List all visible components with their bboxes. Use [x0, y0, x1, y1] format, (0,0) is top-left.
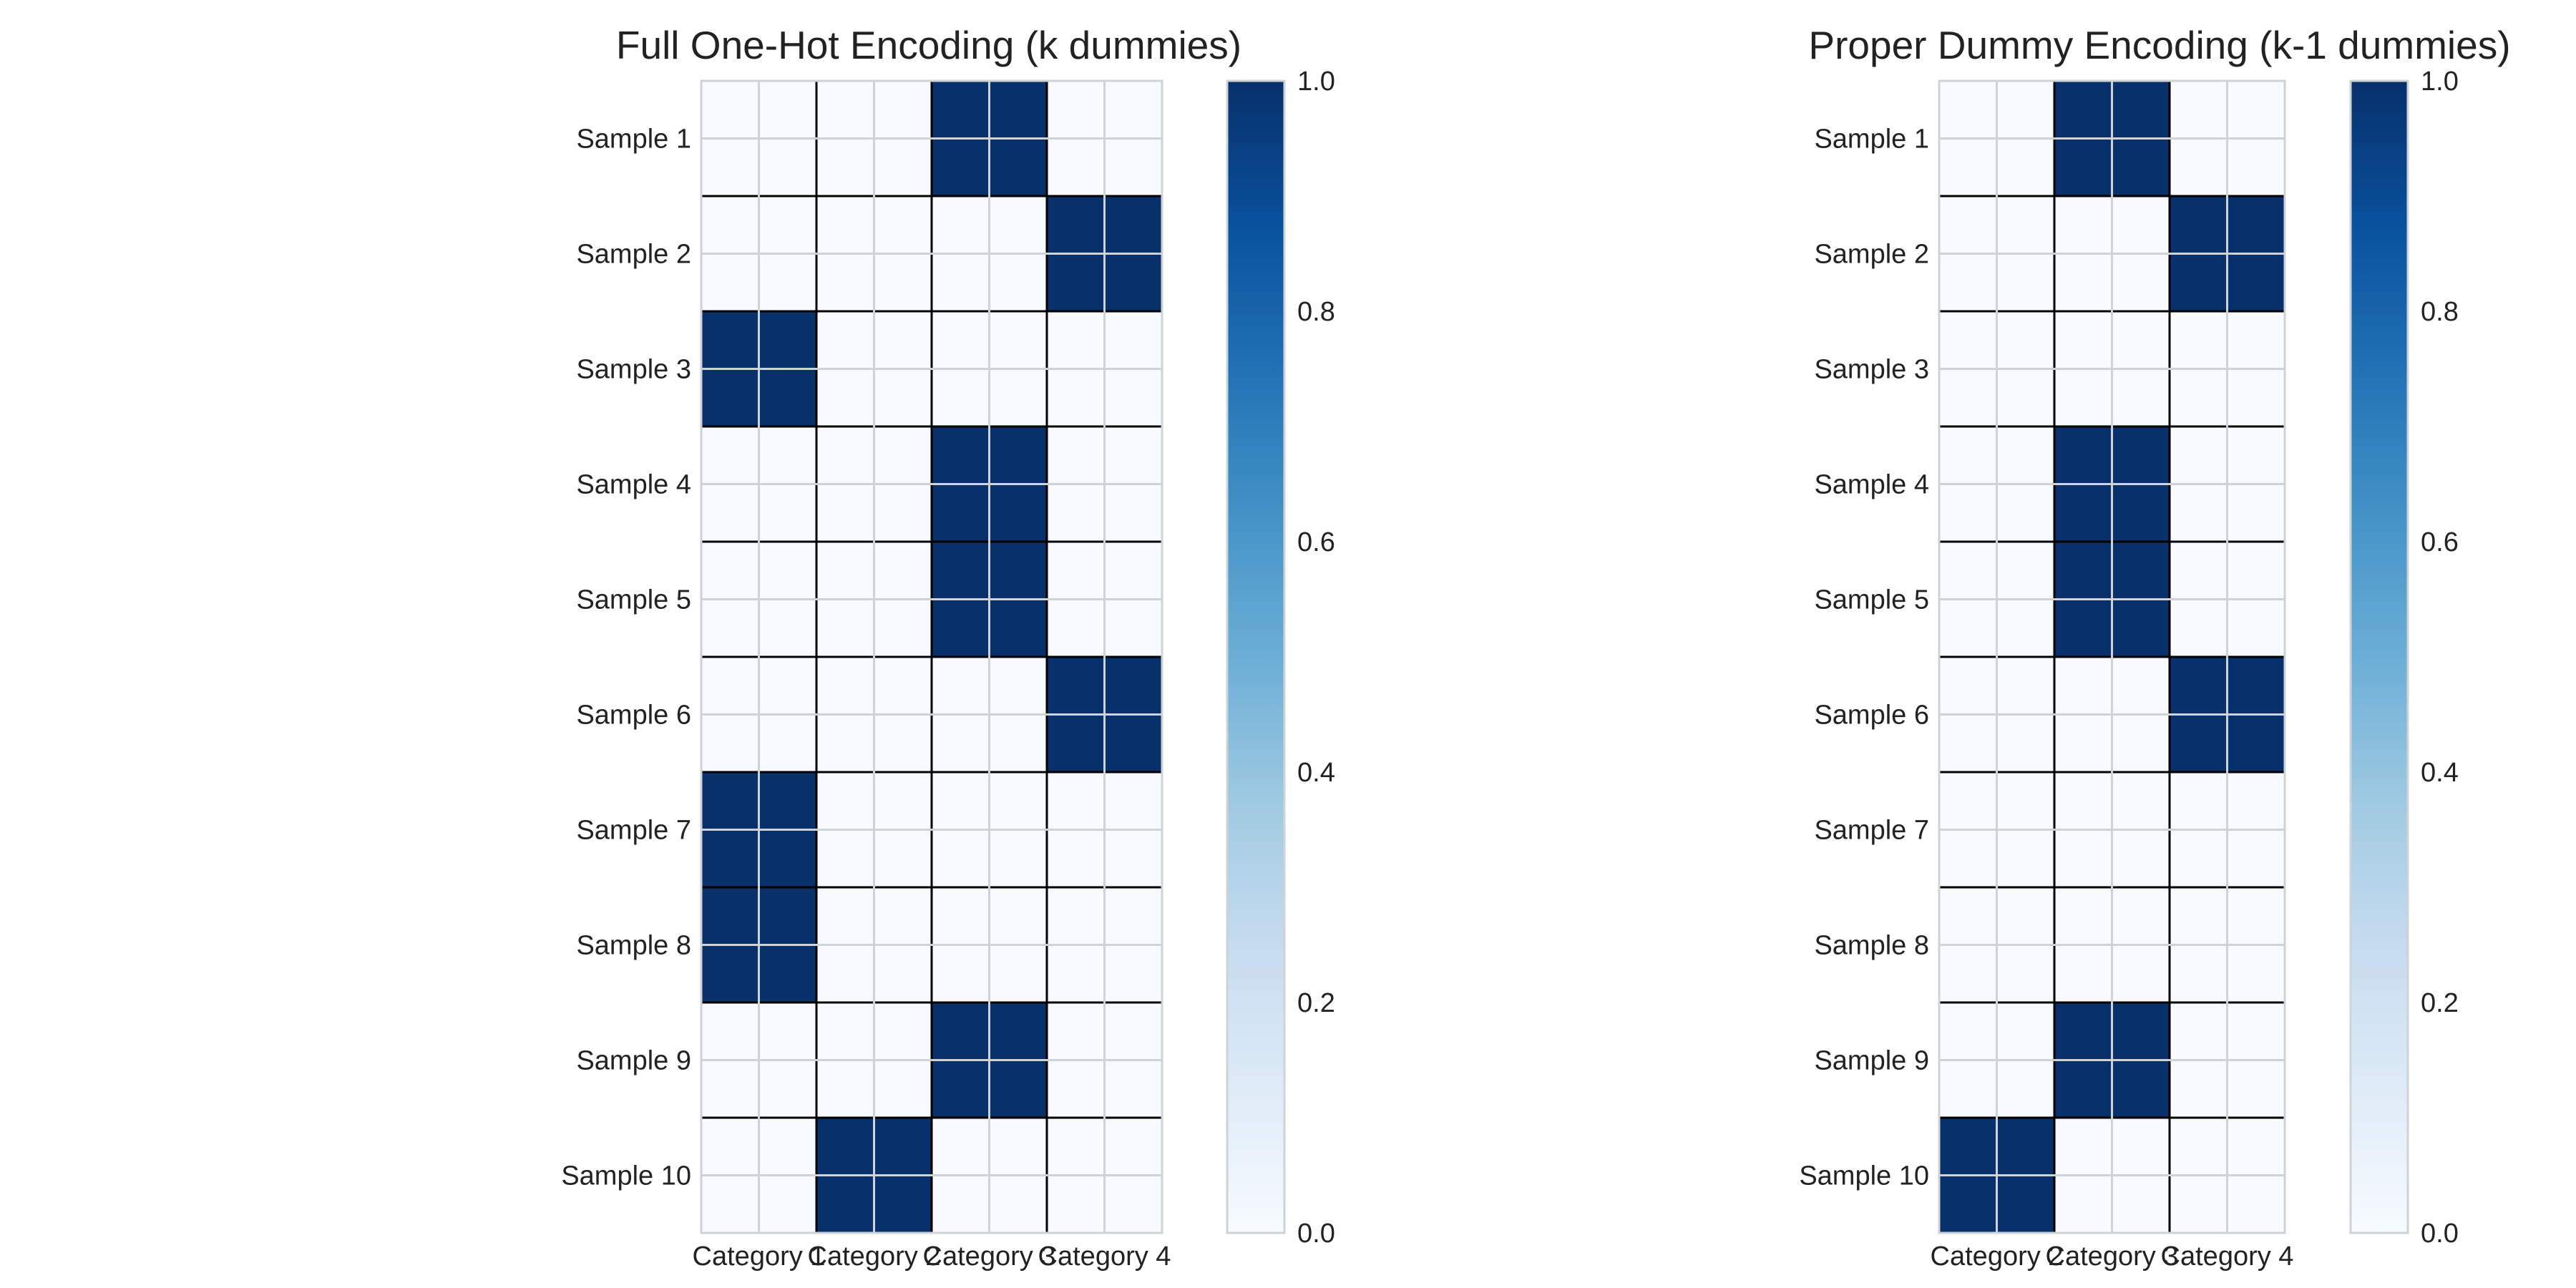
heatmap-grid: Sample 1 Sample 2 Sample 3 Sample 4 Sample 5… [561, 79, 1171, 1272]
y-tick-label: Sample 6 [1814, 701, 1929, 731]
y-tick-label: Sample 10 [1799, 1161, 1929, 1191]
colorbar-tick-label: 1.0 [2421, 67, 2459, 97]
heatmap-grid: Sample 1 Sample 2 Sample 3 Sample 4 Sample 5… [1799, 79, 2294, 1272]
y-tick-label: Sample 1 [1814, 125, 1929, 155]
colorbar-tick-label: 0.2 [2421, 988, 2459, 1018]
colorbar: 0.0 0.2 0.4 0.6 0.8 1.0 [1226, 67, 1335, 1249]
y-tick-label: Sample 6 [576, 701, 691, 731]
colorbar-tick-label: 0.6 [1297, 527, 1335, 557]
heatmap-panel-proper-dummy: Proper Dummy Encoding (k-1 dummies) Samp… [1799, 23, 2510, 1272]
y-tick-label: Sample 5 [576, 585, 691, 615]
y-tick-label: Sample 7 [576, 816, 691, 846]
y-tick-label: Sample 9 [1814, 1046, 1929, 1076]
y-tick-label: Sample 8 [1814, 931, 1929, 961]
chart-title: Full One-Hot Encoding (k dummies) [616, 23, 1241, 67]
colorbar-tick-label: 0.4 [2421, 758, 2459, 788]
colorbar-tick-label: 0.4 [1297, 758, 1335, 788]
colorbar-tick-label: 1.0 [1297, 67, 1335, 97]
axes-frame [1938, 79, 2286, 1234]
colorbar-gradient [2349, 79, 2409, 1234]
y-tick-label: Sample 7 [1814, 816, 1929, 846]
heatmap-panel-full-one-hot: Full One-Hot Encoding (k dummies) Sample… [561, 23, 1335, 1272]
x-tick-label: Category 2 [1931, 1241, 2064, 1272]
colorbar-tick-label: 0.0 [1297, 1219, 1335, 1249]
x-tick-label: Category 3 [2046, 1241, 2179, 1272]
y-tick-label: Sample 1 [576, 125, 691, 155]
y-tick-label: Sample 3 [1814, 355, 1929, 385]
colorbar-gradient [1226, 79, 1286, 1234]
y-tick-label: Sample 10 [561, 1161, 691, 1191]
y-tick-label: Sample 4 [1814, 470, 1929, 500]
y-tick-label: Sample 3 [576, 355, 691, 385]
y-tick-label: Sample 2 [1814, 240, 1929, 270]
y-tick-label: Sample 9 [576, 1046, 691, 1076]
y-tick-label: Sample 2 [576, 240, 691, 270]
chart-title: Proper Dummy Encoding (k-1 dummies) [1808, 23, 2510, 67]
y-tick-label: Sample 4 [576, 470, 691, 500]
axes-frame [700, 79, 1163, 1234]
colorbar-tick-label: 0.8 [1297, 297, 1335, 327]
colorbar-tick-label: 0.2 [1297, 988, 1335, 1018]
x-tick-label: Category 4 [1038, 1241, 1171, 1272]
x-tick-label: Category 2 [808, 1241, 941, 1272]
y-tick-label: Sample 8 [576, 931, 691, 961]
colorbar-tick-label: 0.6 [2421, 527, 2459, 557]
colorbar-tick-label: 0.0 [2421, 1219, 2459, 1249]
x-tick-label: Category 1 [693, 1241, 826, 1272]
colorbar-tick-label: 0.8 [2421, 297, 2459, 327]
x-tick-label: Category 3 [923, 1241, 1056, 1272]
y-tick-label: Sample 5 [1814, 585, 1929, 615]
x-tick-label: Category 4 [2161, 1241, 2294, 1272]
colorbar: 0.0 0.2 0.4 0.6 0.8 1.0 [2349, 67, 2459, 1249]
